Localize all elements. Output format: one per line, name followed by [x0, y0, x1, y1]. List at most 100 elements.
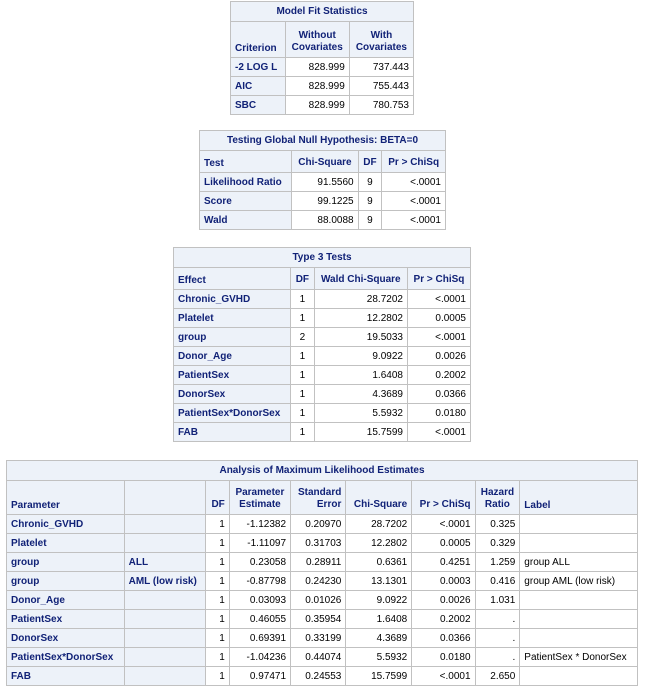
cell: 755.443: [348, 76, 415, 96]
cell: 1.031: [474, 590, 521, 610]
cell: 0.416: [474, 571, 521, 591]
cell: 1: [290, 422, 315, 442]
column-header: Pr > ChiSq: [381, 150, 446, 173]
cell: 99.1225: [291, 191, 359, 211]
row-header: group: [6, 552, 125, 572]
cell: 1: [205, 552, 230, 572]
cell: 0.01026: [290, 590, 347, 610]
table-row: PatientSex 1 0.46055 0.35954 1.6408 0.2002.: [6, 609, 638, 629]
row-header: [123, 628, 207, 648]
cell: 0.0003: [411, 571, 476, 591]
cell: 9.0922: [345, 590, 413, 610]
cell: 0.97471: [228, 666, 292, 686]
cell: 0.35954: [290, 609, 347, 629]
cell: 0.03093: [228, 590, 292, 610]
row-header: group: [6, 571, 125, 591]
cell: 28.7202: [313, 289, 408, 309]
cell: 0.0366: [406, 384, 472, 404]
cell: 0.4251: [411, 552, 476, 572]
cell: 828.999: [284, 76, 350, 96]
cell: 0.24230: [290, 571, 347, 591]
table-row: group AML (low risk) 1 -0.87798 0.24230 13.13…: [6, 571, 638, 591]
row-header: Donor_Age: [6, 590, 125, 610]
column-header: Label: [519, 480, 638, 515]
cell: 1: [205, 609, 230, 629]
cell: 4.3689: [345, 628, 413, 648]
column-header: Without Covariates: [284, 21, 350, 58]
cell: [519, 590, 638, 610]
table-row: Platelet 1 12.2802 0.0005: [172, 308, 472, 328]
cell: -0.87798: [228, 571, 292, 591]
cell: 5.5932: [345, 647, 413, 667]
model-fit-statistics-table: Model Fit Statistics Criterion Without C…: [230, 1, 415, 115]
row-header: DonorSex: [172, 384, 292, 404]
cell: 828.999: [284, 95, 350, 115]
cell: 12.2802: [345, 533, 413, 553]
row-header: ALL: [123, 552, 207, 572]
cell: 0.46055: [228, 609, 292, 629]
column-header: Criterion: [230, 21, 286, 58]
row-header: PatientSex: [172, 365, 292, 385]
row-header: group: [172, 327, 292, 347]
row-header: PatientSex*DonorSex: [172, 403, 292, 423]
table-row: -2 LOG L 828.999 737.443: [230, 57, 415, 77]
cell: 1: [205, 571, 230, 591]
cell: 0.44074: [290, 647, 347, 667]
cell: 1: [205, 647, 230, 667]
cell: 2: [290, 327, 315, 347]
cell: 0.0180: [406, 403, 472, 423]
cell: 0.325: [474, 514, 521, 534]
row-header: Chronic_GVHD: [6, 514, 125, 534]
cell: 0.329: [474, 533, 521, 553]
cell: .: [474, 628, 521, 648]
cell: 15.7599: [345, 666, 413, 686]
row-header: [123, 533, 207, 553]
table-row: FAB 1 0.97471 0.24553 15.7599 <.0001 2.650: [6, 666, 638, 686]
table-row: DonorSex 1 4.3689 0.0366: [172, 384, 472, 404]
cell: 2.650: [474, 666, 521, 686]
cell: [519, 666, 638, 686]
row-header: [123, 609, 207, 629]
cell: 0.0180: [411, 647, 476, 667]
column-header: Parameter: [6, 480, 125, 515]
cell: 9: [357, 172, 383, 192]
cell: 9: [357, 191, 383, 211]
table-row: PatientSex*DonorSex 1 5.5932 0.0180: [172, 403, 472, 423]
row-header: AIC: [230, 76, 286, 96]
row-header: Platelet: [6, 533, 125, 553]
cell: 0.31703: [290, 533, 347, 553]
table-title: Model Fit Statistics: [230, 1, 414, 22]
table-row: AIC 828.999 755.443: [230, 76, 415, 96]
column-header: DF: [357, 150, 383, 173]
column-header: Parameter Estimate: [228, 480, 292, 515]
cell: 5.5932: [313, 403, 408, 423]
cell: 91.5560: [291, 172, 359, 192]
cell: 0.0026: [406, 346, 472, 366]
cell: 1: [290, 403, 315, 423]
table-row: Chronic_GVHD 1 28.7202 <.0001: [172, 289, 472, 309]
column-header: Pr > ChiSq: [406, 267, 472, 290]
row-header: PatientSex: [6, 609, 125, 629]
row-header: [123, 666, 207, 686]
table-row: Donor_Age 1 9.0922 0.0026: [172, 346, 472, 366]
cell: [519, 628, 638, 648]
cell: 1: [290, 365, 315, 385]
column-header: DF: [205, 480, 230, 515]
table-row: Score 99.1225 9 <.0001: [198, 191, 446, 211]
mle-estimates-table: Analysis of Maximum Likelihood Estimates…: [6, 460, 638, 686]
row-header: Wald: [198, 210, 293, 230]
table-row: Wald 88.0088 9 <.0001: [198, 210, 446, 230]
cell: 1: [205, 533, 230, 553]
cell: 0.20970: [290, 514, 347, 534]
cell: 1.259: [474, 552, 521, 572]
cell: 0.0366: [411, 628, 476, 648]
cell: 1.6408: [313, 365, 408, 385]
row-header: FAB: [172, 422, 292, 442]
column-header: With Covariates: [348, 21, 415, 58]
table-row: PatientSex 1 1.6408 0.2002: [172, 365, 472, 385]
cell: 0.24553: [290, 666, 347, 686]
column-header: [123, 480, 207, 515]
cell: 13.1301: [345, 571, 413, 591]
cell: .: [474, 609, 521, 629]
cell: 1: [205, 514, 230, 534]
